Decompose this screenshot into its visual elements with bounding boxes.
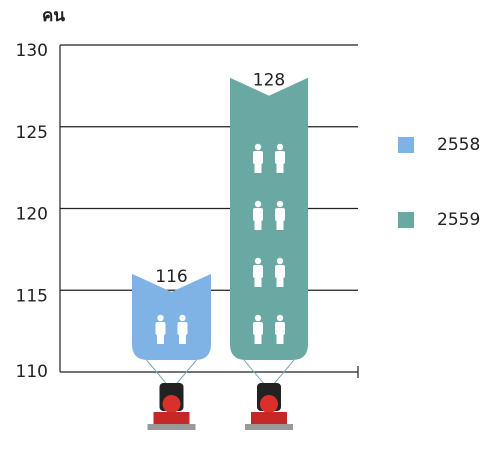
person-icon: [254, 162, 262, 173]
balloon-string: [146, 359, 168, 386]
person-icon: [177, 322, 188, 335]
person-icon: [179, 333, 186, 344]
train-front: [162, 395, 181, 413]
train-base: [153, 412, 190, 424]
person-icon: [157, 333, 164, 344]
train-icon: [146, 359, 197, 430]
person-icon: [275, 322, 285, 335]
person-icon: [254, 200, 262, 208]
value-label: 128: [253, 71, 285, 91]
person-icon: [179, 314, 186, 322]
legend-label: 2558: [437, 135, 480, 155]
legend-swatch: [398, 212, 414, 228]
person-icon: [276, 333, 284, 344]
legend-swatch: [398, 137, 414, 153]
person-icon: [157, 314, 164, 322]
y-tick-label: 130: [16, 41, 48, 61]
person-icon: [254, 314, 262, 322]
person-icon: [276, 219, 284, 230]
person-icon: [276, 162, 284, 173]
train-icon: [243, 359, 295, 430]
person-icon: [254, 143, 262, 151]
person-icon: [253, 151, 263, 164]
train-front: [260, 395, 278, 413]
train-base: [251, 412, 287, 424]
person-icon: [253, 208, 263, 221]
person-icon: [254, 257, 262, 265]
balloon-string: [175, 359, 197, 386]
train-rail: [245, 424, 293, 430]
person-icon: [276, 200, 284, 208]
person-icon: [275, 208, 285, 221]
person-icon: [276, 143, 284, 151]
y-axis-label: คน: [42, 6, 65, 26]
person-icon: [254, 276, 262, 287]
y-tick-label: 125: [16, 123, 48, 143]
person-icon: [275, 265, 285, 278]
person-icon: [253, 322, 263, 335]
person-icon: [155, 322, 166, 335]
legend-label: 2559: [437, 210, 480, 230]
people-icons: [155, 314, 188, 344]
people-icons: [253, 143, 285, 344]
person-icon: [254, 219, 262, 230]
person-icon: [254, 333, 262, 344]
y-tick-label: 110: [16, 362, 48, 382]
y-tick-label: 120: [16, 205, 48, 225]
train-rail: [147, 424, 196, 430]
person-icon: [276, 314, 284, 322]
bar: [132, 273, 211, 360]
y-tick-label: 115: [16, 286, 48, 306]
person-icon: [275, 151, 285, 164]
person-icon: [276, 257, 284, 265]
balloon-string: [272, 359, 295, 386]
person-icon: [253, 265, 263, 278]
value-label: 116: [155, 267, 187, 287]
bar: [230, 77, 308, 360]
person-icon: [276, 276, 284, 287]
balloon-string: [243, 359, 266, 386]
